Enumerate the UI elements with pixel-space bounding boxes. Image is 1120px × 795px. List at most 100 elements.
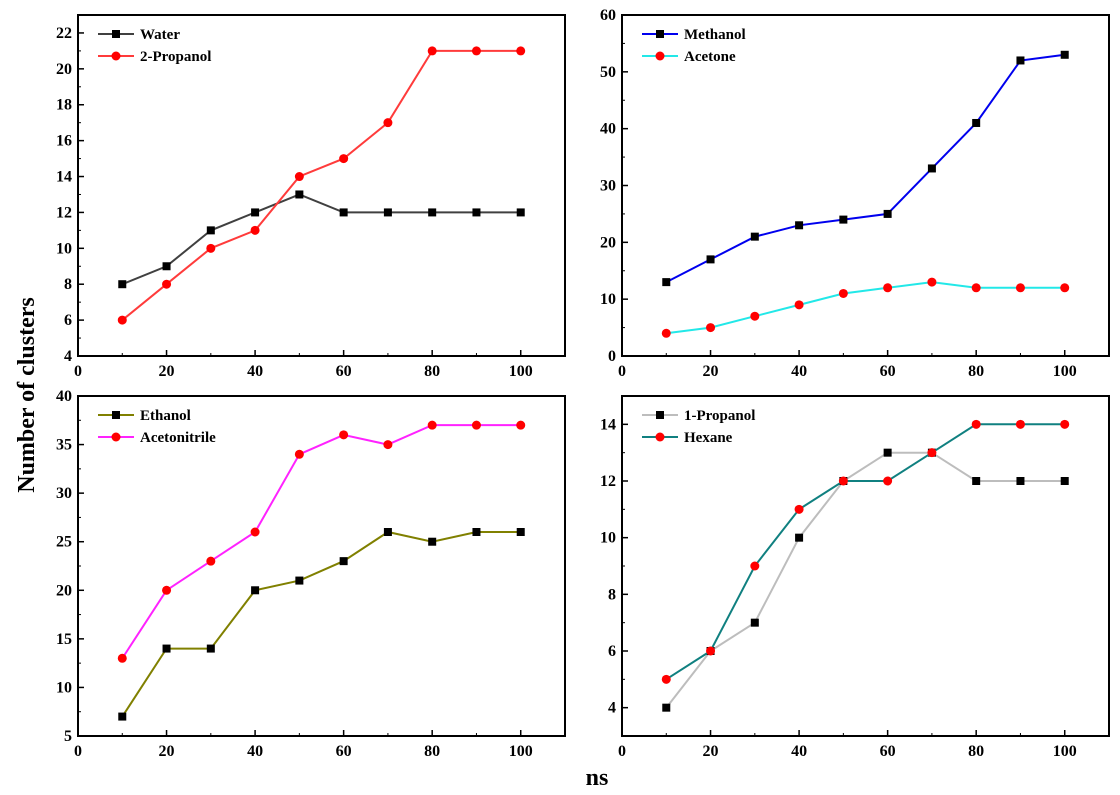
series-line <box>121 424 521 659</box>
data-point-circle <box>661 328 671 338</box>
y-tick-label: 22 <box>56 25 72 42</box>
data-point-circle <box>1060 283 1070 293</box>
data-point-square <box>795 533 804 542</box>
legend-marker-circle <box>111 432 121 442</box>
x-tick-label: 20 <box>703 743 719 760</box>
data-point-circle <box>471 46 481 56</box>
x-tick-label: 0 <box>618 743 626 760</box>
data-point-square <box>428 208 437 217</box>
legend-label: Acetonitrile <box>140 430 216 446</box>
data-point-circle <box>206 243 216 253</box>
data-point-circle <box>383 440 393 450</box>
data-point-circle <box>927 448 937 458</box>
x-tick-label: 100 <box>1053 363 1077 380</box>
series-line <box>666 281 1065 335</box>
plot-frame <box>621 14 1110 357</box>
chart-panel-4: 0 20 40 60 80 100 4 6 8 10 12 14 1-Propanol Hexane <box>600 395 1110 760</box>
data-point-circle <box>117 315 127 325</box>
data-point-square <box>706 255 715 264</box>
x-tick-label: 40 <box>247 743 263 760</box>
chart-panel-1: 0 20 40 60 80 100 4 6 8 10 12 14 16 18 20 22 Water 2-Prop… <box>56 14 566 380</box>
data-point-square <box>516 208 525 217</box>
data-point-circle <box>838 288 848 298</box>
chart-panel-2: 0 20 40 60 80 100 0 10 20 30 40 50 60 Methanol Acetone <box>600 7 1110 380</box>
data-point-square <box>472 528 481 536</box>
data-point-circle <box>162 279 172 289</box>
data-point-square <box>1060 477 1069 485</box>
data-point-circle <box>250 225 260 235</box>
legend-label: Ethanol <box>140 408 191 424</box>
series-hexane <box>661 419 1070 684</box>
series-2-propanol <box>117 46 526 325</box>
y-tick-label: 5 <box>64 728 72 745</box>
series-methanol <box>662 50 1069 287</box>
data-point-square <box>428 537 437 546</box>
data-point-square <box>1016 56 1025 65</box>
y-tick-label: 8 <box>64 276 72 293</box>
legend-marker-circle <box>111 51 121 61</box>
chart-panel-3: 0 20 40 60 80 100 5 10 15 20 25 30 35 40 Ethanol Aceton… <box>56 388 566 760</box>
y-tick-label: 30 <box>56 485 72 502</box>
y-tick-label: 10 <box>56 679 72 696</box>
data-point-circle <box>971 283 981 293</box>
data-point-circle <box>339 154 349 164</box>
x-tick-label: 60 <box>336 363 352 380</box>
plot-frame <box>621 395 1110 737</box>
series-line <box>665 451 1065 709</box>
data-point-circle <box>206 556 216 566</box>
data-point-square <box>883 448 892 457</box>
x-tick-label: 60 <box>336 743 352 760</box>
x-tick-label: 40 <box>247 363 263 380</box>
data-point-square <box>383 528 392 536</box>
data-point-square <box>472 208 481 217</box>
x-axis-title: ns <box>586 765 609 791</box>
data-point-circle <box>1015 419 1025 429</box>
data-point-circle <box>883 283 893 293</box>
data-point-square <box>1060 50 1069 59</box>
data-point-circle <box>971 419 981 429</box>
data-point-square <box>1016 477 1025 485</box>
legend-label: Acetone <box>684 49 736 65</box>
data-point-circle <box>706 323 716 333</box>
legend-item: 2-Propanol <box>98 49 211 65</box>
data-point-square <box>118 712 127 721</box>
data-point-square <box>927 164 936 173</box>
x-tick-label: 20 <box>703 363 719 380</box>
x-tick-label: 80 <box>968 743 984 760</box>
data-point-square <box>516 528 525 536</box>
legend-marker-square <box>656 30 664 38</box>
data-point-square <box>750 618 759 627</box>
y-tick-label: 12 <box>600 473 616 490</box>
x-tick-label: 40 <box>791 743 807 760</box>
data-point-square <box>118 280 127 289</box>
data-point-circle <box>427 46 437 56</box>
x-tick-label: 80 <box>968 363 984 380</box>
y-tick-label: 15 <box>56 631 72 648</box>
data-point-square <box>972 118 981 127</box>
data-point-square <box>383 208 392 217</box>
x-tick-label: 20 <box>159 363 175 380</box>
legend-marker-circle <box>655 432 665 442</box>
x-tick-label: 0 <box>74 743 82 760</box>
series-line <box>665 53 1065 283</box>
x-tick-label: 100 <box>509 743 533 760</box>
x-tick-label: 0 <box>74 363 82 380</box>
plot-frame <box>77 395 566 737</box>
legend-item: Ethanol <box>98 408 191 424</box>
y-tick-label: 16 <box>56 133 72 150</box>
data-point-circle <box>750 311 760 321</box>
y-tick-label: 10 <box>56 240 72 257</box>
legend-label: Water <box>140 27 180 43</box>
data-point-square <box>662 278 671 287</box>
legend-item: Acetonitrile <box>98 430 216 446</box>
legend-marker-square <box>112 411 120 419</box>
y-tick-label: 20 <box>600 234 616 251</box>
y-tick-label: 6 <box>64 312 72 329</box>
x-tick-label: 80 <box>424 363 440 380</box>
data-point-square <box>295 576 304 585</box>
data-point-square <box>883 209 892 218</box>
data-point-square <box>206 644 215 653</box>
series-acetone <box>661 277 1070 338</box>
y-tick-label: 14 <box>600 416 616 433</box>
